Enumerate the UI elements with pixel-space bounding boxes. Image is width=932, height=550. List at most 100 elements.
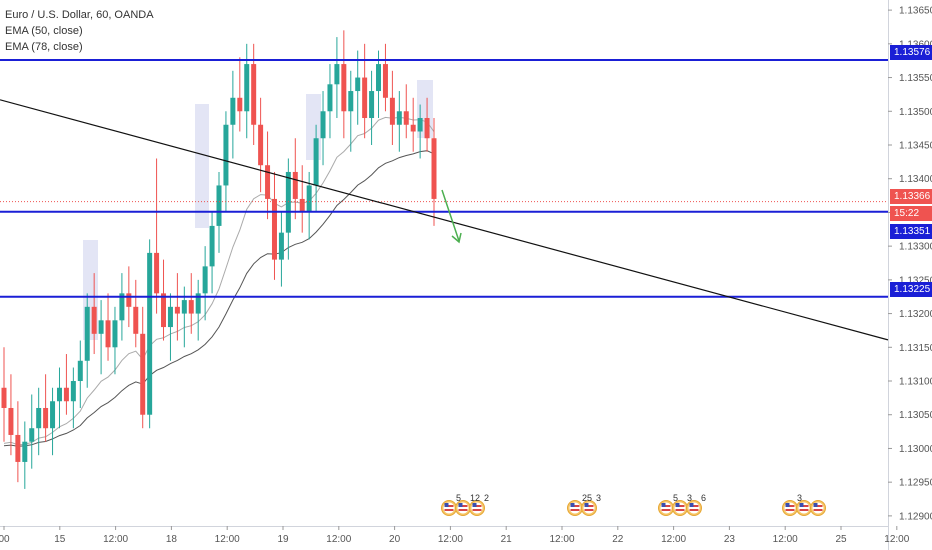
candle-body — [355, 77, 361, 92]
candles — [1, 30, 437, 489]
event-flag-stripe — [472, 505, 482, 507]
symbol-title[interactable]: Euro / U.S. Dollar, 60, OANDA — [5, 9, 154, 21]
price-tick-label: 1.13000 — [899, 444, 932, 455]
economic-event-markers[interactable]: 5 12 2 25 3 5 3 6 3 — [441, 493, 826, 516]
time-axis-labels: 00 15 12:00 18 12:00 19 12:00 20 12:00 21 12:00 22 1… — [0, 526, 910, 545]
candle-body — [8, 407, 14, 435]
candle-body — [133, 306, 139, 334]
candle-body — [174, 306, 180, 314]
time-tick-label: 12:00 — [103, 534, 128, 545]
candle-body — [292, 171, 298, 199]
event-flag-stripe — [689, 509, 699, 511]
price-tick-label: 1.12900 — [899, 511, 932, 522]
candle-body — [299, 198, 305, 213]
candle-body — [376, 64, 382, 92]
candle-body — [167, 306, 173, 328]
price-tick-label: 1.13050 — [899, 410, 932, 421]
event-flag-stripe — [661, 509, 671, 511]
price-tick-label: 1.13300 — [899, 242, 932, 253]
event-flag-canton — [444, 503, 449, 507]
candle-body — [382, 64, 388, 98]
candle-body — [29, 428, 35, 442]
price-tick-label: 1.13250 — [899, 275, 932, 286]
event-flag-stripe — [813, 509, 823, 511]
price-tick-label: 1.12950 — [899, 478, 932, 489]
time-tick-label: 25 — [835, 534, 847, 545]
candle-body — [278, 232, 284, 260]
candle-body — [251, 64, 257, 125]
candle-body — [98, 320, 104, 334]
price-tick-label: 1.13100 — [899, 377, 932, 388]
level-tag-mid: 1.13351 — [890, 224, 932, 239]
event-flag-stripe — [785, 505, 795, 507]
candle-body — [202, 266, 208, 294]
candle-body — [43, 407, 49, 429]
trendline — [0, 99, 889, 341]
candle-body — [244, 64, 250, 112]
event-flag-stripe — [472, 509, 482, 511]
event-count-label: 5 — [456, 493, 461, 503]
level-tag-bottom: 1.13225 — [890, 282, 932, 297]
candle-body — [22, 441, 28, 462]
projection-arrow-head — [451, 232, 462, 244]
time-tick-label: 12:00 — [884, 534, 909, 545]
candle-body — [306, 185, 312, 213]
time-tick-label: 00 — [0, 534, 10, 545]
event-flag-canton — [458, 503, 463, 507]
candle-body — [126, 293, 132, 307]
event-flag-canton — [675, 503, 680, 507]
time-tick-label: 12:00 — [661, 534, 686, 545]
candle-body — [216, 185, 222, 226]
candle-body — [362, 77, 368, 119]
horizontal-levels[interactable] — [0, 59, 888, 298]
candle-body — [147, 252, 153, 415]
candle-body — [105, 320, 111, 348]
candle-body — [209, 225, 215, 267]
projection-arrow — [441, 189, 460, 242]
event-flag-stripe — [584, 505, 594, 507]
event-flag-stripe — [799, 505, 809, 507]
candle-body — [112, 320, 118, 348]
price-tick-label: 1.13550 — [899, 73, 932, 84]
ema-78-line — [3, 150, 435, 447]
time-tick-label: 12:00 — [549, 534, 574, 545]
candle-body — [334, 64, 340, 85]
ema-78-label[interactable]: EMA (78, close) — [5, 41, 83, 53]
event-flag-stripe — [675, 505, 685, 507]
candle-body — [341, 64, 347, 112]
candle-body — [396, 111, 402, 125]
candle-body — [265, 165, 271, 199]
event-count-label: 6 — [701, 493, 706, 503]
candle-body — [63, 387, 69, 402]
candle-body — [77, 360, 83, 382]
time-tick-label: 12:00 — [438, 534, 463, 545]
price-tick-label: 1.13450 — [899, 140, 932, 151]
ema-50-label[interactable]: EMA (50, close) — [5, 25, 83, 37]
candle-body — [36, 407, 42, 429]
candle-body — [369, 91, 375, 119]
candle-body — [403, 111, 409, 125]
event-flag-stripe — [813, 505, 823, 507]
time-tick-label: 12:00 — [773, 534, 798, 545]
event-flag-canton — [661, 503, 666, 507]
trendline-group[interactable] — [0, 99, 889, 341]
candle-body — [285, 171, 291, 233]
event-flag-canton — [785, 503, 790, 507]
candle-body — [154, 252, 160, 294]
candle-body — [389, 97, 395, 125]
event-count-label: 3 — [687, 493, 692, 503]
candle-body — [237, 97, 243, 112]
event-flag-stripe — [570, 505, 580, 507]
event-count-label: 3 — [797, 493, 802, 503]
candle-body — [258, 124, 264, 166]
candle-body — [410, 124, 416, 132]
ema-50-line — [3, 116, 435, 446]
event-flag-stripe — [661, 505, 671, 507]
candle-body — [1, 387, 7, 408]
time-tick-label: 12:00 — [326, 534, 351, 545]
candle-body — [230, 97, 236, 125]
event-flag-canton — [813, 503, 818, 507]
candle-body — [15, 434, 21, 462]
price-tick-label: 1.13650 — [899, 6, 932, 17]
